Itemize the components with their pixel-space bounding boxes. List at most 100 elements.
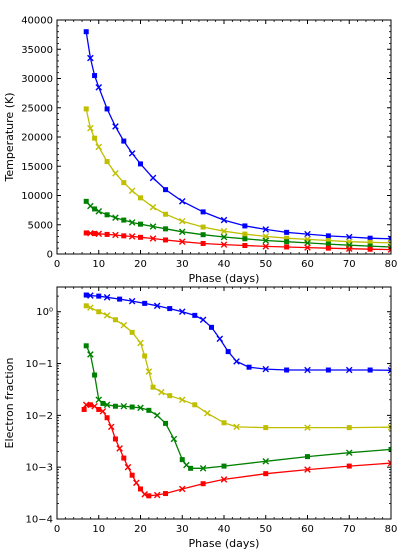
series-0-marker-x: [220, 216, 228, 224]
series-3-marker: [367, 246, 373, 252]
series-0-marker: [284, 367, 290, 373]
x-tick-label: 50: [259, 524, 272, 535]
series-1-marker: [83, 106, 89, 112]
series-0-marker-x: [128, 297, 136, 305]
x-tick-label: 30: [176, 524, 189, 535]
y-tick-label: 15000: [21, 162, 53, 173]
series-0-marker-x: [178, 308, 186, 316]
series-2-marker: [188, 465, 194, 471]
x-tick-label: 40: [218, 524, 231, 535]
series-2-marker-x: [112, 214, 119, 222]
series-3-marker-x: [304, 466, 311, 473]
series-1-marker-x: [95, 143, 103, 151]
series-2-marker-x: [387, 243, 391, 251]
y-axis-title: Temperature (K): [3, 93, 16, 183]
series-0-marker-x: [149, 174, 157, 182]
series-1-marker: [242, 231, 248, 237]
series-3-marker: [87, 402, 93, 408]
series-1-marker-x: [137, 339, 144, 347]
series-0-marker: [367, 367, 373, 373]
series-0-marker-x: [345, 366, 353, 374]
series-2-marker: [112, 403, 118, 409]
series-1-marker-x: [178, 396, 186, 404]
series-2-marker: [242, 236, 248, 242]
series-2-marker-x: [103, 401, 111, 409]
series-3-marker: [163, 237, 169, 243]
series-3-marker-x: [387, 459, 391, 467]
series-3-marker: [138, 486, 143, 492]
series-1-marker-x: [387, 423, 391, 431]
series-3-marker: [81, 406, 87, 412]
series-2-marker: [92, 206, 98, 212]
series-3-marker: [96, 406, 102, 412]
series-1-marker: [129, 329, 135, 335]
series-0-marker: [242, 223, 248, 229]
series-0-marker: [246, 364, 252, 370]
y-tick-label: 0: [47, 250, 53, 261]
series-2-marker-x: [153, 412, 161, 419]
series-1-marker: [163, 211, 169, 217]
y-tick-label: 10⁰: [36, 307, 53, 318]
series-2-marker-x: [199, 465, 207, 472]
x-tick-label: 0: [54, 524, 60, 535]
series-0-marker: [367, 235, 373, 241]
y-tick-label: 10−1: [26, 359, 53, 370]
series-3-marker-x: [116, 445, 123, 452]
series-2-marker-x: [149, 223, 157, 230]
series-1-marker-x: [220, 227, 228, 235]
series-3-marker: [83, 230, 89, 236]
series-0-marker: [200, 209, 206, 215]
series-2-marker: [146, 407, 152, 413]
series-1-marker: [150, 384, 156, 390]
series-3-marker: [121, 455, 127, 461]
series-1-marker-x: [145, 368, 153, 375]
series-2-line: [85, 200, 391, 248]
series-3-marker-x: [95, 230, 103, 238]
y-tick-label: 10−4: [26, 515, 53, 526]
series-1-marker-x: [158, 388, 165, 396]
series-1-marker: [142, 353, 148, 359]
series-3-marker: [104, 415, 110, 421]
series-2-marker: [221, 463, 227, 469]
series-3-marker-x: [178, 238, 186, 246]
series-1-marker: [104, 159, 110, 165]
series-1-marker: [263, 425, 269, 431]
series-2-marker: [163, 226, 169, 232]
series-0-marker: [104, 106, 110, 112]
series-2-marker-x: [120, 402, 128, 410]
y-tick-label: 40000: [21, 16, 53, 27]
series-3-marker: [129, 472, 135, 478]
series-2-marker: [284, 239, 290, 245]
series-2-marker-x: [220, 233, 228, 241]
axes-frame: [56, 286, 392, 520]
series-3-marker: [138, 234, 143, 240]
series-2-marker: [83, 198, 89, 204]
series-3-marker: [112, 436, 118, 442]
series-2-marker-x: [345, 449, 353, 457]
series-0-marker: [83, 292, 89, 298]
series-0-marker: [284, 229, 290, 235]
series-0-marker-x: [87, 292, 94, 299]
series-1-marker-x: [103, 312, 111, 319]
y-tick-label: 25000: [21, 103, 53, 114]
x-tick-label: 10: [92, 524, 105, 535]
series-2-marker-x: [262, 457, 270, 465]
series-3-marker: [104, 231, 110, 237]
x-tick-label: 30: [176, 259, 189, 270]
series-3-marker-x: [153, 491, 161, 499]
series-2-marker: [163, 420, 169, 426]
series-3-line: [83, 404, 391, 497]
x-tick-label: 80: [385, 259, 398, 270]
series-2-marker-x: [262, 237, 270, 244]
y-tick-label: 30000: [21, 74, 53, 85]
y-tick-label: 10000: [21, 191, 53, 202]
series-3-marker-x: [128, 233, 136, 240]
series-2-marker: [104, 212, 110, 218]
series-0-marker-x: [128, 150, 136, 157]
x-tick-label: 0: [54, 259, 60, 270]
series-2-marker: [92, 372, 98, 378]
series-1-marker-x: [112, 169, 119, 177]
series-3-marker: [346, 463, 352, 469]
series-0-marker-x: [262, 226, 270, 233]
series-3-marker: [163, 491, 169, 497]
